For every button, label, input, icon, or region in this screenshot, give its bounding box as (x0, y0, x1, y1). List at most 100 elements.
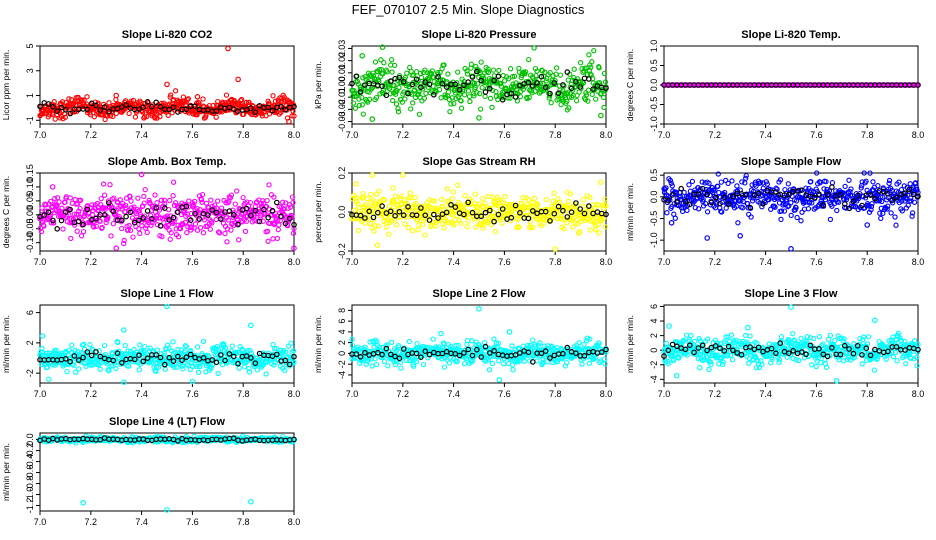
outlier-point (476, 115, 482, 121)
data-point (487, 95, 494, 102)
data-point (593, 227, 599, 233)
data-point (537, 84, 543, 90)
outlier-point (113, 245, 120, 252)
data-point (375, 223, 382, 229)
reference-point (487, 207, 493, 214)
reference-point (495, 211, 502, 218)
reference-point (282, 107, 289, 113)
data-point (170, 339, 176, 345)
outlier-point (225, 45, 231, 52)
data-point (158, 197, 165, 203)
data-point (262, 360, 269, 366)
reference-point (422, 348, 429, 354)
data-point (350, 100, 357, 106)
reference-point (902, 190, 908, 196)
data-point (867, 170, 873, 176)
reference-point (282, 357, 289, 364)
reference-point (209, 357, 216, 363)
data-point (367, 339, 373, 345)
data-point (774, 186, 780, 192)
data-point (564, 359, 570, 366)
data-point (372, 223, 378, 229)
data-point (407, 190, 413, 196)
data-point (878, 215, 884, 222)
y-tick-label: 0.05 (25, 192, 35, 210)
data-point (359, 102, 365, 108)
data-point (369, 84, 376, 90)
reference-point (396, 74, 403, 81)
data-point (419, 222, 426, 228)
reference-point (50, 217, 56, 224)
data-point (352, 105, 359, 111)
reference-point (273, 351, 280, 358)
data-point (399, 201, 405, 207)
data-point (364, 195, 370, 202)
data-point (260, 218, 266, 224)
reference-point (915, 82, 921, 88)
data-point (273, 345, 280, 352)
data-point (438, 196, 445, 203)
data-point (411, 87, 418, 93)
outlier-point (476, 305, 482, 312)
chart-svg: Slope Gas Stream RH7.0 7.2 7.4 7.6 7.8 8.0-0.… (313, 156, 612, 267)
data-point (829, 203, 835, 209)
data-point (207, 226, 213, 232)
data-point (401, 197, 408, 203)
reference-point (418, 354, 424, 361)
data-point (77, 197, 84, 203)
data-point (38, 228, 45, 235)
data-point (580, 203, 586, 209)
chart-panel-co2: Slope Li-820 CO2 7.0 7.2 7.4 7.6 7.8 8.0 -1 1 3 5 L… (0, 28, 300, 148)
reference-point (426, 81, 433, 88)
data-point (886, 180, 892, 186)
data-point (115, 200, 121, 206)
data-point (457, 220, 464, 227)
data-point (76, 208, 82, 214)
reference-point (252, 109, 259, 115)
data-point (369, 363, 375, 369)
data-point (378, 57, 384, 63)
chart-title: Slope Line 3 Flow (745, 288, 838, 300)
y-tick-label: 0.0 (337, 206, 347, 219)
x-tick-label: 7.8 (237, 257, 250, 267)
data-point (718, 179, 724, 185)
reference-points (349, 68, 609, 103)
reference-point (573, 200, 579, 206)
outlier-point (49, 184, 56, 190)
reference-point (678, 185, 685, 192)
reference-point (431, 92, 437, 98)
data-point (68, 235, 74, 242)
data-point (167, 236, 173, 242)
data-point (110, 205, 116, 211)
series-points (37, 171, 297, 252)
data-point (77, 205, 83, 212)
chart-panel-licor-temp: Slope Li-820 Temp. 7.0 7.2 7.4 7.6 7.8 8.0 -1.0… (624, 28, 924, 148)
data-point (596, 65, 602, 71)
reference-point (213, 108, 220, 114)
reference-point (383, 345, 390, 352)
reference-point (682, 198, 689, 204)
data-point (510, 367, 516, 373)
outlier-point (704, 235, 711, 241)
data-point (91, 224, 97, 230)
y-tick-label: 6 (25, 310, 35, 315)
reference-point (144, 208, 151, 214)
data-point (446, 360, 453, 366)
data-point (814, 170, 820, 176)
reference-point (665, 197, 672, 204)
data-point (739, 179, 745, 185)
data-point (159, 233, 165, 240)
reference-point (400, 78, 407, 85)
reference-point (452, 81, 459, 88)
data-point (441, 225, 447, 231)
reference-point (400, 346, 407, 352)
x-tick-label: 7.4 (759, 389, 772, 399)
data-point (772, 204, 778, 210)
data-point (663, 185, 669, 191)
y-tick-label: 1.0 (649, 40, 659, 53)
data-point (537, 80, 544, 87)
y-tick-label: 2 (649, 333, 659, 338)
reference-point (512, 202, 519, 209)
reference-point (375, 209, 381, 216)
data-point (106, 368, 112, 374)
